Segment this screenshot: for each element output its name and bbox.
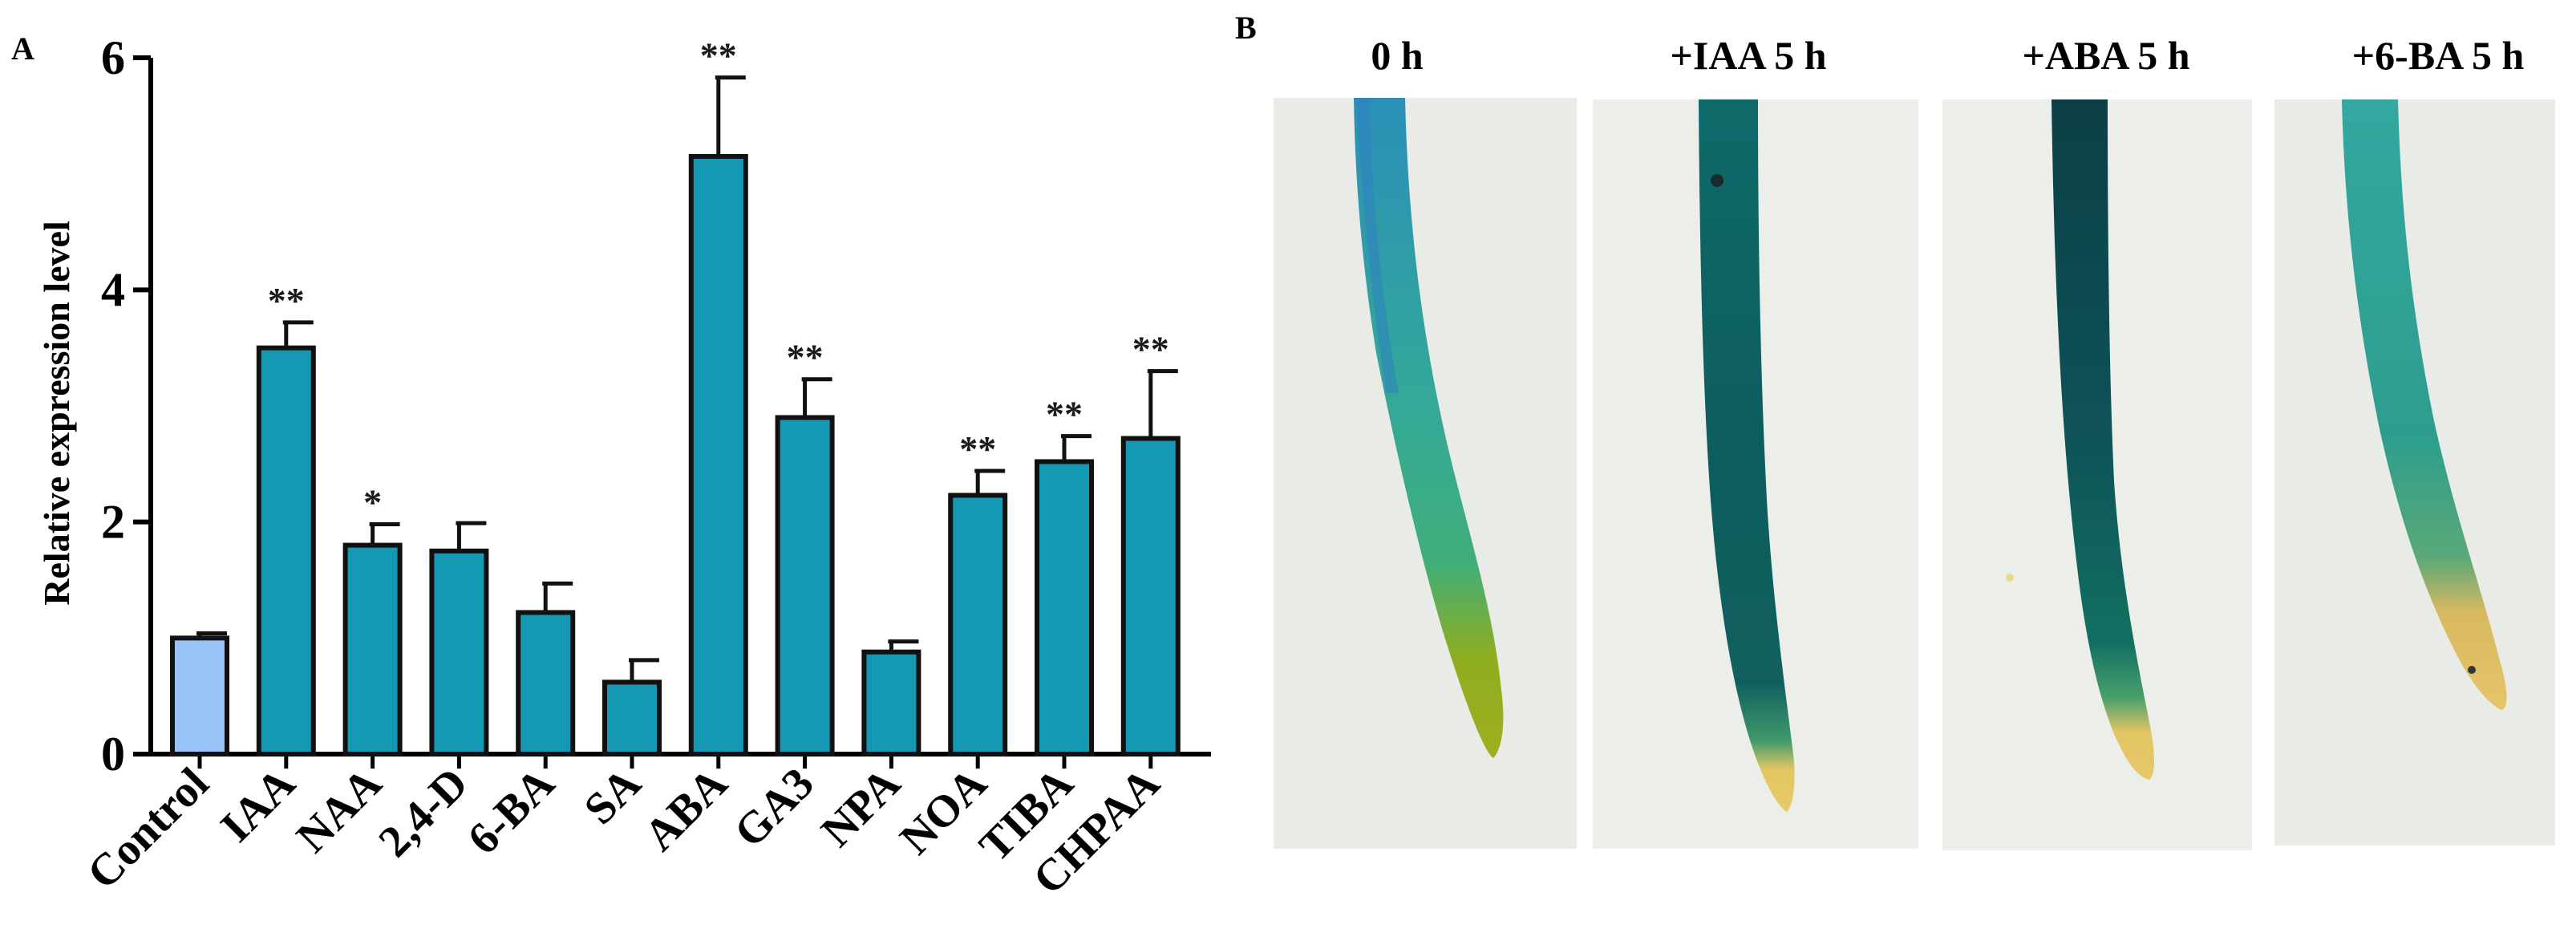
bar-noa [948, 493, 1008, 757]
bar-chpaa [1120, 436, 1181, 757]
significance-mark: ** [1046, 394, 1083, 435]
x-category-label: NPA [812, 758, 910, 857]
bar-2-4-d [429, 548, 489, 757]
photo-iaa-root [1699, 99, 1795, 812]
y-tick-label: 0 [101, 728, 125, 781]
panel-letter-b: B [1235, 10, 1257, 46]
significance-mark: ** [268, 280, 305, 321]
bar-npa [861, 649, 921, 757]
chart-bars [170, 153, 1181, 757]
x-category-label: ABA [635, 758, 738, 861]
photo-0h-root [1354, 98, 1504, 758]
bar-ga3 [775, 415, 835, 757]
photo-0h-root-edge [1357, 98, 1399, 393]
photo-label-iaa: +IAA 5 h [1670, 33, 1826, 78]
significance-mark: ** [787, 337, 824, 378]
bar-naa [342, 542, 403, 757]
photo-aba-particle [2006, 574, 2014, 582]
x-category-label: IAA [212, 758, 306, 852]
significance-mark: ** [700, 35, 737, 76]
bar-sa [602, 679, 662, 757]
significance-mark: * [363, 482, 382, 523]
y-axis-title: Relative expression level [36, 221, 77, 606]
significance-mark: ** [959, 428, 996, 469]
chart-error-bars [196, 75, 1178, 683]
x-category-label: NAA [287, 758, 391, 862]
chart-axes [133, 55, 1211, 769]
x-category-label: 6-BA [459, 758, 565, 864]
significance-mark: ** [1132, 329, 1169, 370]
x-category-label: Control [78, 758, 218, 899]
x-category-label: NOA [891, 758, 997, 864]
photo-label-6ba: +6-BA 5 h [2352, 33, 2525, 78]
chart-significance-marks: ************* [268, 35, 1169, 523]
photo-iaa-spot [1711, 174, 1723, 187]
bar-aba [688, 153, 748, 757]
y-tick-label: 2 [101, 496, 125, 549]
photo-6ba-root [2342, 99, 2507, 710]
photo-6ba-spot [2468, 666, 2476, 674]
x-category-label: 2,4-D [369, 758, 477, 866]
bar-6-ba [516, 610, 576, 757]
photo-aba-root [2051, 99, 2154, 780]
root-photo-panel: 0 h +IAA 5 h +ABA 5 h +6-BA 5 h [1274, 33, 2555, 850]
bar-iaa [256, 345, 316, 757]
panel-letter-a: A [11, 30, 34, 67]
photo-label-0h: 0 h [1371, 33, 1424, 78]
photo-label-aba: +ABA 5 h [2022, 33, 2189, 78]
bar-tiba [1035, 459, 1094, 757]
y-tick-labels: 0 2 4 6 [101, 31, 125, 781]
x-category-label: GA3 [725, 758, 824, 857]
bar-control [170, 635, 229, 757]
y-tick-label: 4 [101, 263, 125, 316]
y-tick-label: 6 [101, 31, 125, 84]
